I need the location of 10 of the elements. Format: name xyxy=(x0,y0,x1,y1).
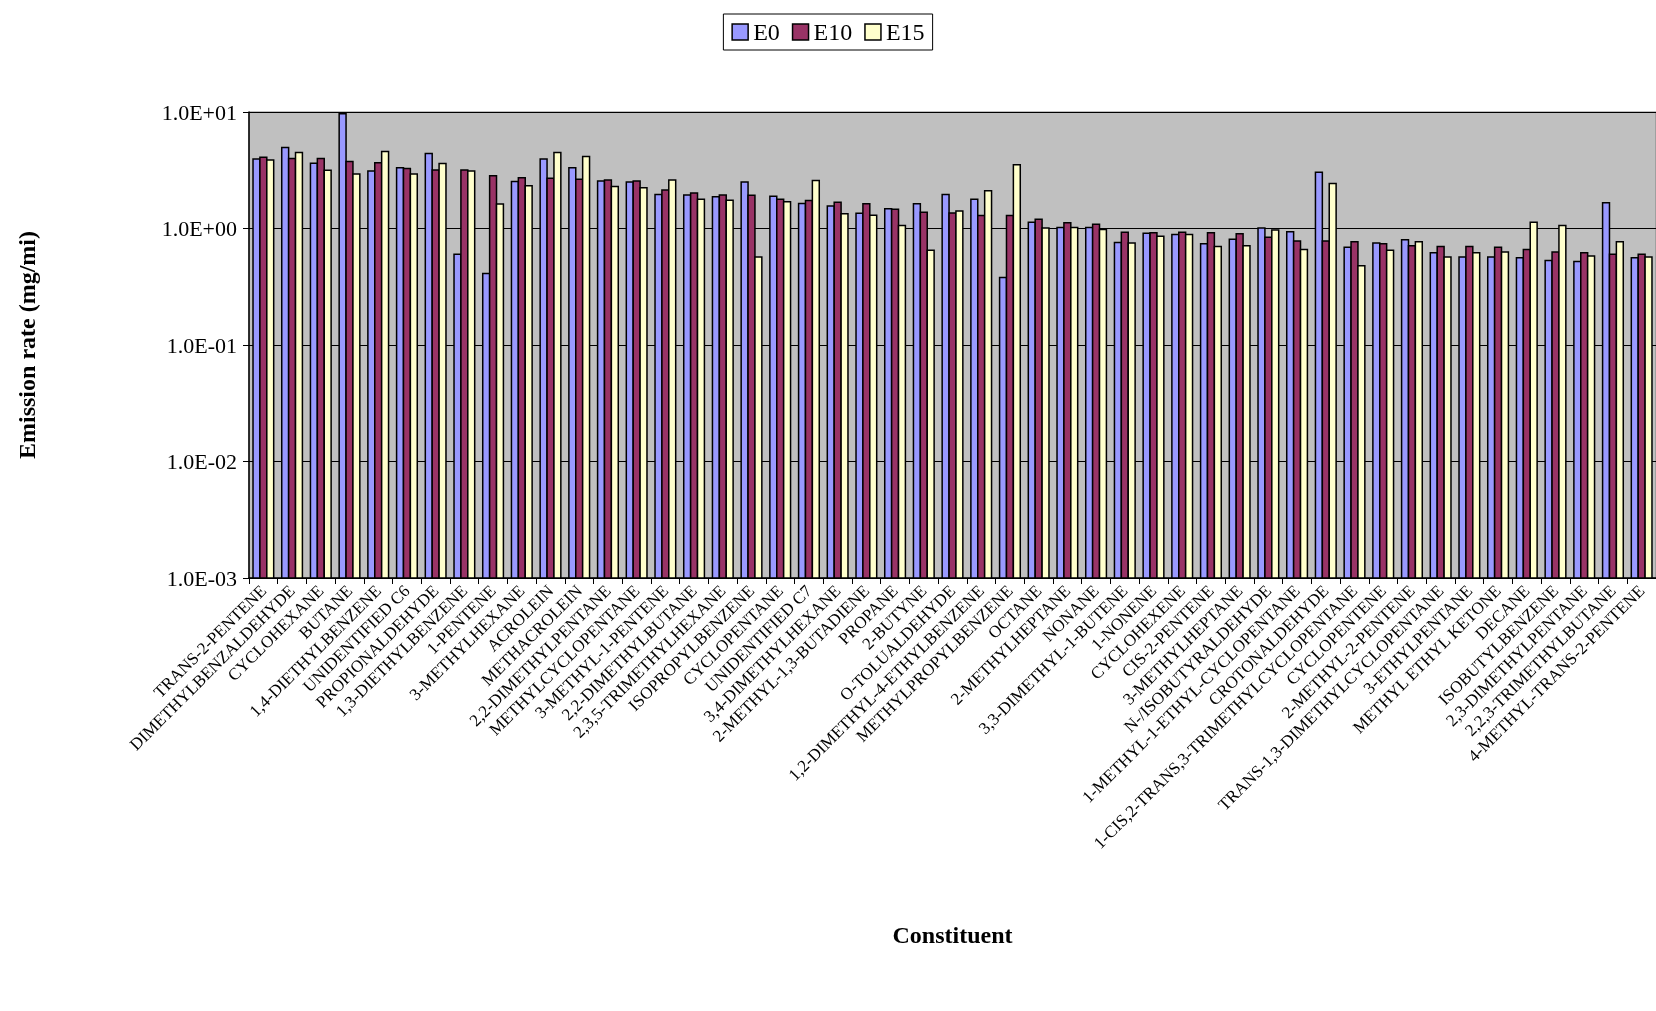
y-tick-label: 1.0E-01 xyxy=(166,332,237,358)
y-tick-label: 1.0E+00 xyxy=(161,216,237,241)
y-axis-title: Emission rate (mg/mi) xyxy=(14,231,40,459)
legend-label: E10 xyxy=(813,19,853,45)
y-tick-label: 1.0E-03 xyxy=(166,565,237,591)
y-tick-label: 1.0E-02 xyxy=(166,449,237,474)
x-axis-title: Constituent xyxy=(892,922,1013,948)
legend-label: E15 xyxy=(885,19,925,45)
legend-label: E0 xyxy=(753,19,780,45)
y-tick-label: 1.0E+01 xyxy=(161,99,237,125)
